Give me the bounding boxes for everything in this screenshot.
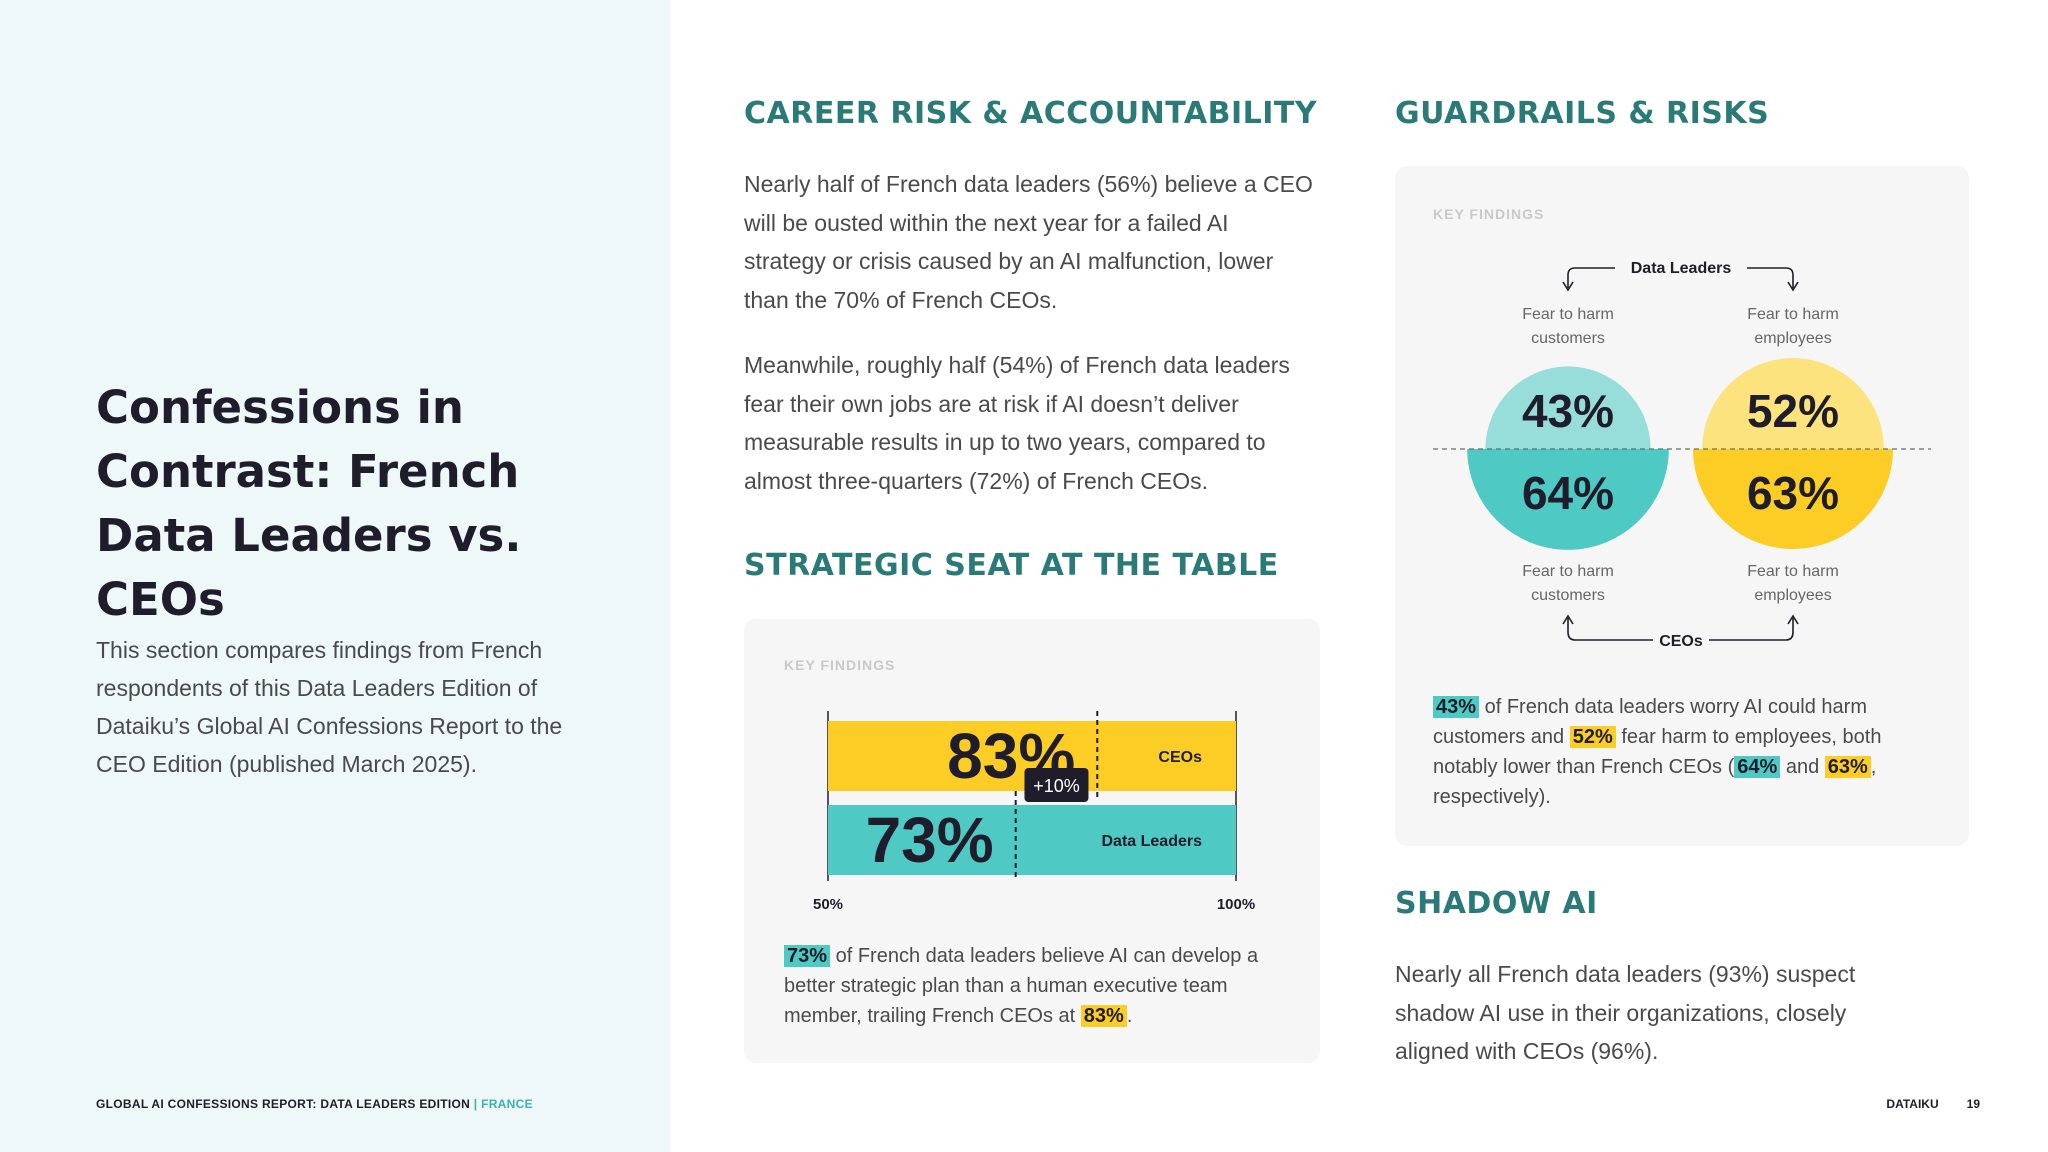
key-findings-label: KEY FINDINGS [784, 657, 896, 673]
guardrails-caption-text-2: fear harm to employees, both notably low… [1433, 726, 1882, 778]
strategic-findings-card: KEY FINDINGS CEOs 83% Data Leaders 73% +10% 5… [744, 619, 1320, 1063]
highlight-52: 52% [1569, 726, 1616, 748]
top-left-arrowhead [1562, 281, 1574, 292]
bar-data-leaders [828, 805, 1236, 875]
bottom-category-label: Fear to harm [1522, 563, 1614, 580]
career-heading: CAREER RISK & ACCOUNTABILITY [744, 96, 1318, 131]
data-leaders-bubble [1702, 358, 1884, 449]
bottom-category-label: employees [1754, 587, 1831, 604]
footer-report-name: GLOBAL AI CONFESSIONS REPORT: DATA LEADE… [96, 1097, 471, 1111]
guardrails-heading: GUARDRAILS & RISKS [1395, 96, 1770, 131]
guardrails-findings-card: KEY FINDINGS 43% 64% Fear to harm customers… [1395, 166, 1969, 846]
guardrails-caption: 43% of French data leaders worry AI coul… [1433, 692, 1923, 812]
footer-brand: DATAIKU [1886, 1097, 1939, 1111]
career-paragraph-2: Meanwhile, roughly half (54%) of French … [744, 352, 1290, 494]
ceos-group-label: CEOs [1659, 633, 1703, 650]
left-panel [0, 0, 670, 1152]
career-paragraph-1: Nearly half of French data leaders (56%)… [744, 171, 1313, 313]
highlight-63: 63% [1824, 756, 1871, 778]
highlight-73: 73% [784, 945, 831, 967]
axis-tick-max: 100% [1217, 896, 1255, 913]
guardrails-caption-text-3: and [1780, 756, 1825, 778]
bottom-left-arrowhead [1562, 614, 1574, 625]
page-number: 19 [1966, 1097, 1980, 1111]
ceos-bubble [1692, 449, 1894, 549]
intro-text: This section compares findings from Fren… [96, 637, 563, 777]
bottom-category-label: customers [1531, 587, 1605, 604]
bottom-left-bracket [1567, 618, 1653, 641]
footer-report-title: GLOBAL AI CONFESSIONS REPORT: DATA LEADE… [96, 1097, 533, 1111]
top-category-label: Fear to harm [1747, 306, 1839, 323]
key-findings-label: KEY FINDINGS [1433, 206, 1545, 222]
shadow-ai-heading: SHADOW AI [1395, 886, 1598, 921]
guardrails-bubble-chart: 43% 64% Fear to harm customers Fear to harm c… [1433, 260, 1931, 650]
bar-value-label: 73% [866, 804, 994, 876]
bar-category-label: CEOs [1158, 749, 1202, 766]
bottom-category-label: Fear to harm [1747, 563, 1839, 580]
top-right-arrowhead [1787, 281, 1799, 292]
guardrails-caption-text-1: of French data leaders worry AI could ha… [1433, 696, 1867, 748]
strategic-heading: STRATEGIC SEAT AT THE TABLE [744, 548, 1279, 583]
bottom-right-bracket [1709, 618, 1794, 641]
bottom-right-arrowhead [1787, 614, 1799, 625]
highlight-83: 83% [1080, 1005, 1127, 1027]
highlight-64: 64% [1734, 756, 1781, 778]
data-leaders-value: 52% [1747, 385, 1839, 437]
footer-country: FRANCE [481, 1097, 533, 1111]
strategic-caption-text: of French data leaders believe AI can de… [784, 945, 1259, 1027]
axis-tick-min: 50% [813, 896, 843, 913]
data-leaders-bubble [1485, 366, 1651, 449]
page-title: Confessions in Contrast: French Data Lea… [96, 381, 522, 626]
top-category-label: Fear to harm [1522, 306, 1614, 323]
data-leaders-group-label: Data Leaders [1631, 260, 1732, 277]
bar-category-label: Data Leaders [1102, 833, 1203, 850]
top-category-label: customers [1531, 330, 1605, 347]
ceos-value: 63% [1747, 467, 1839, 519]
difference-badge [1024, 768, 1089, 802]
top-right-bracket [1747, 267, 1794, 288]
footer-right: DATAIKU 19 [1886, 1097, 1980, 1111]
strategic-caption: 73% of French data leaders believe AI ca… [784, 941, 1284, 1031]
footer-separator: | [470, 1097, 482, 1111]
strategic-caption-end: . [1126, 1005, 1133, 1027]
guardrails-caption-text-4: , respectively). [1433, 756, 1877, 808]
difference-label: +10% [1033, 776, 1080, 796]
ceos-value: 64% [1522, 467, 1614, 519]
top-category-label: employees [1754, 330, 1831, 347]
shadow-ai-paragraph: Nearly all French data leaders (93%) sus… [1395, 961, 1856, 1064]
top-left-bracket [1567, 267, 1615, 288]
ceos-bubble [1467, 449, 1669, 550]
highlight-43: 43% [1433, 696, 1480, 718]
data-leaders-value: 43% [1522, 385, 1614, 437]
